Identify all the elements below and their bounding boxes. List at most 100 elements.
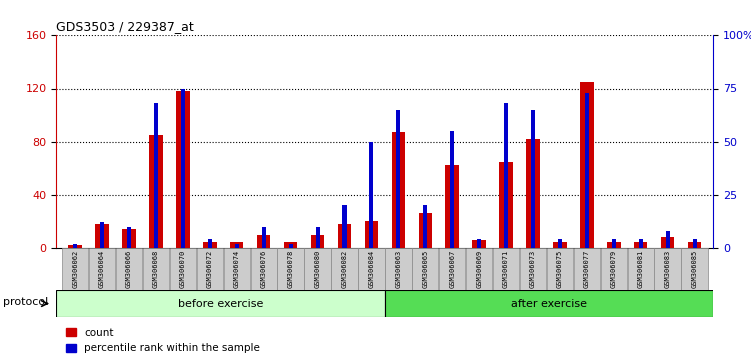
Text: GSM306066: GSM306066 xyxy=(126,250,132,288)
Bar xyxy=(365,221,379,248)
Bar xyxy=(68,245,82,248)
Text: GSM306071: GSM306071 xyxy=(503,250,509,288)
FancyBboxPatch shape xyxy=(547,248,573,292)
Text: GSM306080: GSM306080 xyxy=(315,250,321,288)
Bar xyxy=(235,244,239,248)
FancyBboxPatch shape xyxy=(574,248,600,292)
Bar xyxy=(418,213,432,248)
Bar xyxy=(127,227,131,248)
Text: GSM306077: GSM306077 xyxy=(584,250,590,288)
Text: GSM306076: GSM306076 xyxy=(261,250,267,288)
Bar xyxy=(338,224,351,248)
FancyBboxPatch shape xyxy=(520,248,546,292)
FancyBboxPatch shape xyxy=(251,248,277,292)
Bar xyxy=(257,235,270,248)
Bar xyxy=(181,88,185,248)
Text: before exercise: before exercise xyxy=(178,298,264,309)
Text: after exercise: after exercise xyxy=(511,298,587,309)
Bar xyxy=(230,242,243,248)
Bar xyxy=(531,110,535,248)
Text: GSM306067: GSM306067 xyxy=(449,250,455,288)
Text: GDS3503 / 229387_at: GDS3503 / 229387_at xyxy=(56,20,194,33)
FancyBboxPatch shape xyxy=(466,248,493,292)
Bar xyxy=(638,239,643,248)
FancyBboxPatch shape xyxy=(628,248,654,292)
Text: GSM306079: GSM306079 xyxy=(611,250,617,288)
Bar xyxy=(100,222,104,248)
Text: GSM306084: GSM306084 xyxy=(369,250,375,288)
Bar xyxy=(385,290,713,317)
FancyBboxPatch shape xyxy=(277,248,304,292)
Bar xyxy=(692,239,697,248)
Bar xyxy=(397,110,400,248)
Text: GSM306075: GSM306075 xyxy=(557,250,563,288)
Text: GSM306081: GSM306081 xyxy=(638,250,644,288)
Bar xyxy=(73,244,77,248)
Bar xyxy=(472,240,486,248)
FancyBboxPatch shape xyxy=(224,248,250,292)
FancyBboxPatch shape xyxy=(197,248,223,292)
Text: GSM306082: GSM306082 xyxy=(342,250,348,288)
Bar xyxy=(558,239,562,248)
Bar xyxy=(208,239,212,248)
Bar xyxy=(56,290,385,317)
Text: GSM306069: GSM306069 xyxy=(476,250,482,288)
Bar xyxy=(149,135,163,248)
Bar xyxy=(477,239,481,248)
Bar xyxy=(154,103,158,248)
Text: GSM306078: GSM306078 xyxy=(288,250,294,288)
FancyBboxPatch shape xyxy=(331,248,357,292)
Bar xyxy=(661,237,674,248)
Bar xyxy=(688,242,701,248)
Text: GSM306064: GSM306064 xyxy=(99,250,105,288)
Text: GSM306072: GSM306072 xyxy=(207,250,213,288)
Bar xyxy=(288,244,293,248)
Text: GSM306073: GSM306073 xyxy=(530,250,536,288)
FancyBboxPatch shape xyxy=(358,248,385,292)
FancyBboxPatch shape xyxy=(89,248,116,292)
FancyBboxPatch shape xyxy=(412,248,439,292)
Text: protocol: protocol xyxy=(3,297,48,307)
Bar xyxy=(391,132,405,248)
Bar xyxy=(95,224,109,248)
FancyBboxPatch shape xyxy=(601,248,627,292)
Bar xyxy=(315,227,320,248)
Bar xyxy=(553,242,567,248)
Text: GSM306085: GSM306085 xyxy=(692,250,698,288)
Bar xyxy=(369,142,373,248)
Text: GSM306074: GSM306074 xyxy=(234,250,240,288)
Bar xyxy=(122,229,136,248)
Legend: count, percentile rank within the sample: count, percentile rank within the sample xyxy=(62,324,264,354)
Bar xyxy=(284,242,297,248)
FancyBboxPatch shape xyxy=(654,248,681,292)
Bar xyxy=(176,91,190,248)
Bar xyxy=(203,242,216,248)
FancyBboxPatch shape xyxy=(681,248,707,292)
Text: GSM306070: GSM306070 xyxy=(180,250,186,288)
Bar xyxy=(580,82,593,248)
Bar xyxy=(450,131,454,248)
Bar xyxy=(445,166,459,248)
FancyBboxPatch shape xyxy=(304,248,330,292)
Bar xyxy=(499,161,513,248)
Text: GSM306063: GSM306063 xyxy=(395,250,401,288)
FancyBboxPatch shape xyxy=(62,248,89,292)
FancyBboxPatch shape xyxy=(493,248,519,292)
Text: GSM306065: GSM306065 xyxy=(422,250,428,288)
Text: GSM306068: GSM306068 xyxy=(153,250,159,288)
FancyBboxPatch shape xyxy=(170,248,196,292)
Bar xyxy=(424,205,427,248)
FancyBboxPatch shape xyxy=(385,248,412,292)
Bar xyxy=(504,103,508,248)
Bar xyxy=(311,235,324,248)
FancyBboxPatch shape xyxy=(116,248,142,292)
Text: GSM306083: GSM306083 xyxy=(665,250,671,288)
Bar xyxy=(607,242,620,248)
Bar xyxy=(342,205,346,248)
Bar xyxy=(665,231,670,248)
Bar xyxy=(261,227,266,248)
Bar xyxy=(634,242,647,248)
FancyBboxPatch shape xyxy=(439,248,466,292)
Bar xyxy=(612,239,616,248)
Bar xyxy=(585,93,589,248)
